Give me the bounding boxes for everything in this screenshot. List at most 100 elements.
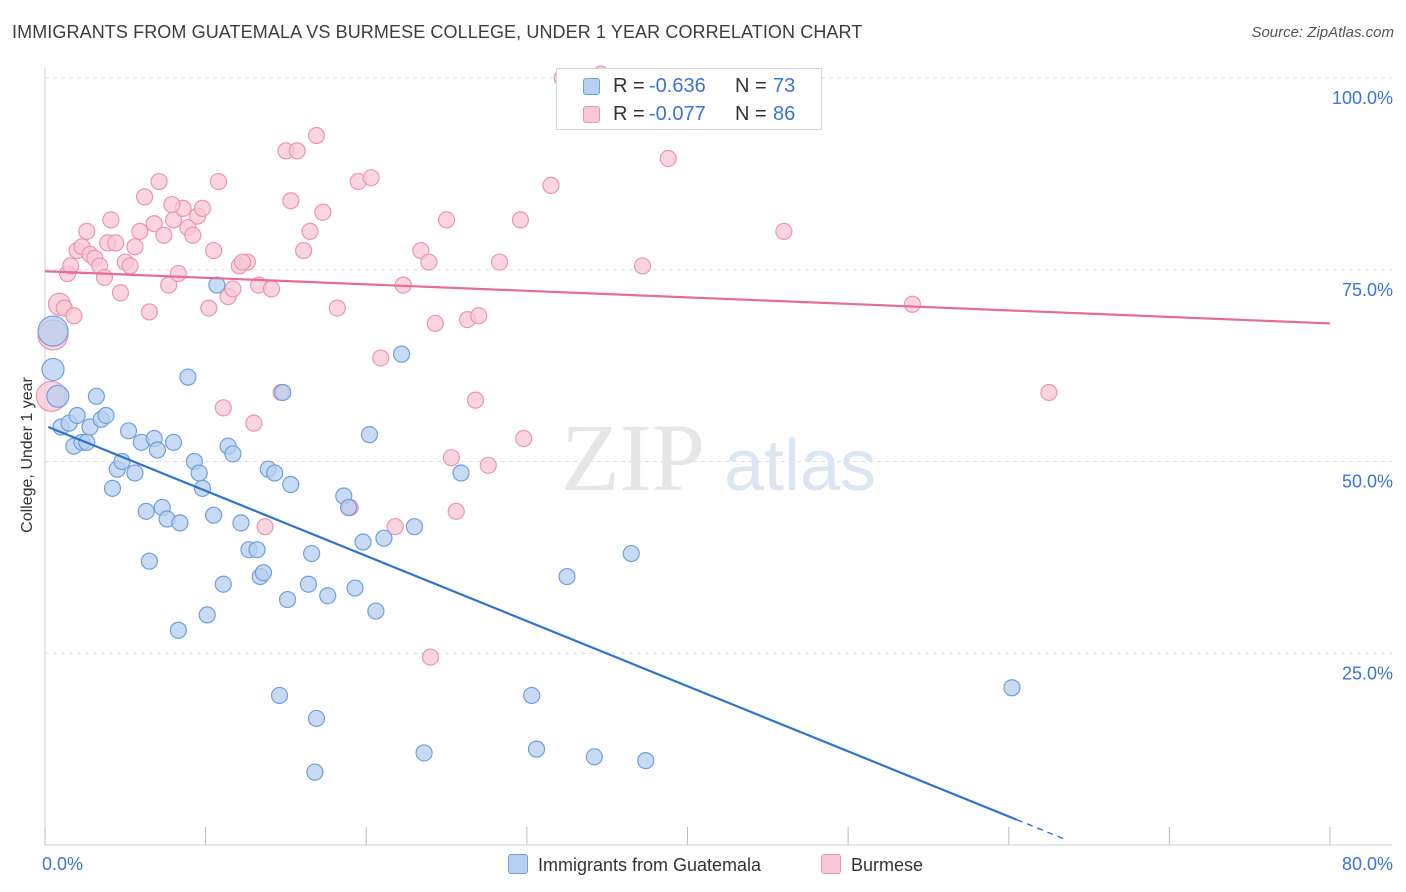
guatemala-point [137,502,155,520]
burmese-point [282,192,300,210]
burmese-point [447,502,465,520]
guatemala-point [232,514,250,532]
points-layer [35,65,1058,781]
burmese-point [1040,383,1058,402]
guatemala-point [307,709,326,728]
y-tick-label: 100.0% [1332,88,1393,108]
n-value: 86 [773,103,796,125]
guatemala-point [523,686,541,705]
burmese-point [659,149,677,168]
burmese-point [420,253,438,271]
guatemala-point [282,475,300,494]
legend: Immigrants from Guatemala Burmese [0,852,1406,878]
burmese-point [372,349,390,367]
guatemala-point [97,406,115,425]
guatemala-point [266,464,284,482]
burmese-point [328,299,346,317]
stats-box: R = -0.636 N = 73 R = -0.077 N = 86 [556,68,822,130]
guatemala-point [87,387,106,405]
burmese-point [214,399,232,417]
burmese-point [262,280,281,298]
burmese-point [490,253,509,271]
burmese-point [479,456,497,474]
burmese-point [135,188,154,206]
guatemala-point [224,445,242,463]
guatemala-point [169,621,187,639]
guatemala-point [367,602,385,620]
burmese-point [150,172,168,191]
burmese-point [466,391,485,409]
burmese-point [184,226,202,244]
guatemala-point [346,579,364,597]
series-burmese [35,65,1058,666]
source-label: Source: ZipAtlas.com [1251,24,1394,41]
burmese-point [386,518,404,536]
stats-row-burmese: R = -0.077 N = 86 [557,100,821,128]
burmese-point [65,307,83,325]
burmese-point [209,172,228,191]
tick-labels: 100.0% 75.0% 50.0% 25.0% 0.0% 80.0% [42,88,1393,874]
burmese-point [421,648,440,666]
watermark-zip: ZIP [561,404,705,511]
burmese-point [193,199,212,217]
burmese-point [470,307,488,325]
burmese-point [169,264,187,283]
x-tick-label-right: 80.0% [1342,854,1393,874]
guatemala-point [452,464,470,482]
axes-layer [44,68,1392,846]
burmese-point [633,257,652,275]
guatemala-point [214,575,232,593]
r-value: -0.636 [649,75,706,97]
burmese-point [426,314,444,333]
n-value: 73 [773,75,796,97]
guatemala-point [354,533,372,551]
guatemala-point [527,740,546,758]
burmese-point [307,126,326,145]
burmese-point [107,234,125,252]
burmese-point [314,203,332,221]
y-tick-label: 75.0% [1342,280,1393,300]
guatemala-point [299,575,318,593]
r-value: -0.077 [649,103,706,125]
burmese-point [775,222,793,240]
burmese-point [95,268,114,287]
burmese-point [442,449,460,467]
guatemala-point [360,426,379,444]
guatemala-point [270,686,289,705]
burmese-point [301,222,319,240]
guatemala-trend-line [47,425,1018,821]
guatemala-trend-line-extension [1016,819,1066,840]
burmese-point [145,215,163,233]
guatemala-point [171,514,189,532]
guatemala-point [306,763,324,781]
guatemala-point [278,590,297,609]
burmese-point [245,414,263,432]
legend-label: Immigrants from Guatemala [538,855,762,875]
burmese-point [511,211,530,229]
burmese-point [102,211,120,229]
guatemala-point [103,479,122,497]
burmese-point [131,222,149,240]
guatemala-point [339,498,358,517]
guatemala-point [274,383,292,402]
burmese-point [140,303,159,321]
guatemala-point [405,518,424,536]
burmese-point [515,429,533,448]
r-label: R = [613,75,645,97]
guatemala-point [637,752,655,770]
guatemala-point [392,345,411,363]
watermark: ZIP atlas [561,404,876,511]
burmese-point [437,211,456,229]
n-label: N = [735,75,767,97]
burmese-point [288,142,306,160]
guatemala-point [41,357,65,382]
guatemala-point [198,606,216,624]
guatemala-point [140,552,159,570]
guatemala-point [190,464,208,482]
stats-row-guatemala: R = -0.636 N = 73 [557,72,821,100]
guatemala-point [46,384,70,408]
burmese-trend-line [44,270,1331,325]
legend-swatch-blue [508,854,528,874]
burmese-point [542,176,560,194]
